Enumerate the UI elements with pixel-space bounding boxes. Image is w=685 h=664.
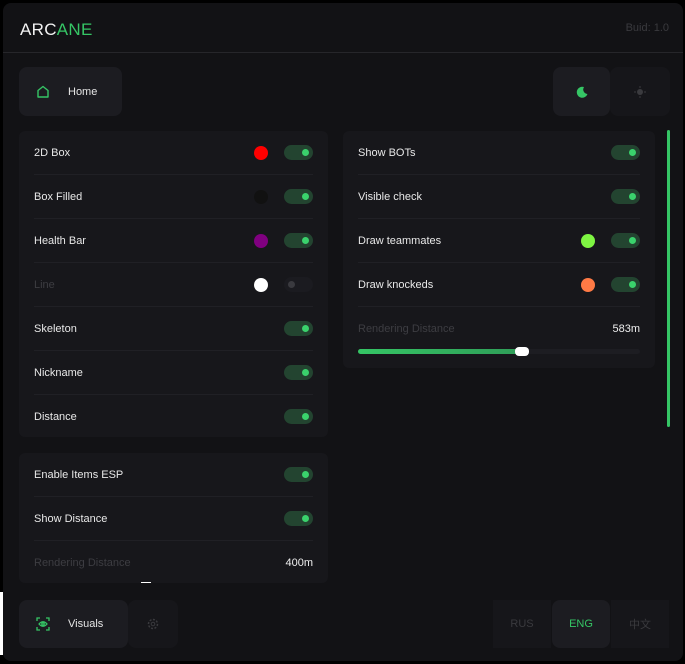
toggle-switch[interactable] (611, 145, 640, 160)
setting-label: Show BOTs (358, 146, 416, 159)
light-theme-button[interactable] (610, 67, 670, 116)
rendering-distance-value: 583m (612, 323, 640, 335)
items-slider-handle[interactable] (141, 582, 151, 583)
setting-row: Show BOTs (358, 131, 640, 175)
app-window: ARCANE Buid: 1.0 Home 2D Box Box Filled He… (3, 3, 683, 661)
logo-part1: ARC (20, 20, 57, 39)
toggle-switch[interactable] (284, 365, 313, 380)
dark-theme-button[interactable] (553, 67, 610, 116)
toggle-switch[interactable] (284, 409, 313, 424)
color-picker[interactable] (254, 277, 268, 292)
setting-row: Line (34, 263, 313, 307)
toggle-switch[interactable] (611, 233, 640, 248)
visuals-tab[interactable]: Visuals (19, 600, 128, 648)
setting-label: Enable Items ESP (34, 468, 124, 481)
build-version: Buid: 1.0 (625, 22, 669, 34)
items-distance-label: Rendering Distance (34, 557, 131, 569)
setting-row: Box Filled (34, 175, 313, 219)
scrollbar[interactable] (667, 130, 670, 427)
setting-label: Visible check (358, 190, 422, 203)
home-icon (37, 85, 49, 98)
toggle-switch[interactable] (284, 145, 313, 160)
setting-label: Distance (34, 410, 77, 423)
color-picker[interactable] (254, 145, 268, 160)
rendering-distance-label: Rendering Distance (358, 323, 455, 335)
color-picker[interactable] (254, 233, 268, 248)
setting-row: Show Distance (34, 497, 313, 541)
toggle-switch[interactable] (611, 277, 640, 292)
home-label: Home (68, 85, 98, 98)
items-panel: Rendering Distance 400m Enable Items ESP… (19, 453, 328, 583)
setting-label: Health Bar (34, 234, 86, 247)
setting-label: Nickname (34, 366, 83, 379)
setting-row: Skeleton (34, 307, 313, 351)
toggle-switch[interactable] (284, 277, 313, 292)
home-tab[interactable]: Home (19, 67, 122, 116)
setting-row: Distance (34, 395, 313, 437)
sun-icon (634, 85, 646, 98)
toggle-switch[interactable] (284, 467, 313, 482)
setting-row: Draw teammates (358, 219, 640, 263)
edge-marker (0, 592, 3, 655)
players-panel: 2D Box Box Filled Health Bar Line Skeleton Ni… (19, 131, 328, 437)
toggle-switch[interactable] (611, 189, 640, 204)
extra-panel: Rendering Distance 583m Show BOTs Visible… (343, 131, 655, 368)
toggle-switch[interactable] (284, 233, 313, 248)
toggle-switch[interactable] (284, 189, 313, 204)
slider-handle[interactable] (515, 347, 530, 356)
settings-tab[interactable] (128, 600, 178, 648)
rendering-distance-row: Rendering Distance 583m (358, 307, 640, 351)
logo: ARCANE (20, 20, 93, 40)
setting-row: Visible check (358, 175, 640, 219)
moon-icon (576, 86, 587, 98)
color-picker[interactable] (254, 189, 268, 204)
toggle-switch[interactable] (284, 321, 313, 336)
setting-row: Draw knockeds (358, 263, 640, 307)
header: ARCANE Buid: 1.0 (3, 3, 683, 53)
color-picker[interactable] (581, 277, 595, 292)
slider-fill (358, 349, 523, 354)
setting-label: Show Distance (34, 512, 108, 525)
setting-label: Draw teammates (358, 234, 442, 247)
setting-row: Enable Items ESP (34, 453, 313, 497)
gear-icon (147, 618, 159, 630)
setting-label: Line (34, 278, 55, 291)
visuals-label: Visuals (68, 618, 104, 630)
setting-label: Skeleton (34, 322, 77, 335)
setting-label: Draw knockeds (358, 278, 434, 291)
language-1[interactable]: ENG (552, 600, 610, 648)
setting-row: Nickname (34, 351, 313, 395)
setting-label: 2D Box (34, 146, 71, 159)
language-0[interactable]: RUS (493, 600, 551, 648)
language-2[interactable]: 中文 (611, 600, 669, 648)
logo-part2: ANE (56, 20, 93, 39)
eye-scan-icon (36, 617, 50, 631)
rendering-distance-slider[interactable] (358, 347, 640, 356)
setting-label: Box Filled (34, 190, 83, 203)
items-distance-row: Rendering Distance 400m (34, 541, 313, 583)
items-distance-value: 400m (285, 557, 313, 569)
color-picker[interactable] (581, 233, 595, 248)
setting-row: Health Bar (34, 219, 313, 263)
setting-row: 2D Box (34, 131, 313, 175)
toggle-switch[interactable] (284, 511, 313, 526)
